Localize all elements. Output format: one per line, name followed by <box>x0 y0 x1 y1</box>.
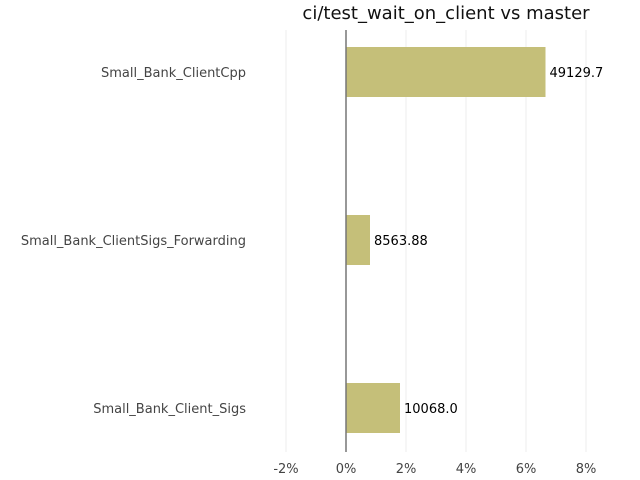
x-tick-label-5: 8% <box>576 462 597 477</box>
x-tick-label-3: 4% <box>456 462 477 477</box>
x-tick-labels: -2% 0% 2% 4% 6% 8% <box>273 462 596 477</box>
category-label-0: Small_Bank_ClientCpp <box>101 66 246 81</box>
bars <box>346 47 546 433</box>
data-label-2: 10068.0 <box>404 402 458 417</box>
x-tick-label-1: 0% <box>336 462 357 477</box>
data-labels: 49129.7 8563.88 10068.0 <box>374 66 603 417</box>
bar-2 <box>346 383 400 433</box>
x-tick-label-4: 6% <box>516 462 537 477</box>
chart-title: ci/test_wait_on_client vs master <box>302 3 590 24</box>
data-label-0: 49129.7 <box>550 66 604 81</box>
x-tick-label-2: 2% <box>396 462 417 477</box>
x-tick-label-0: -2% <box>273 462 298 477</box>
category-label-1: Small_Bank_ClientSigs_Forwarding <box>21 234 246 249</box>
data-label-1: 8563.88 <box>374 234 428 249</box>
bar-1 <box>346 215 370 265</box>
category-label-2: Small_Bank_Client_Sigs <box>93 402 246 417</box>
category-labels: Small_Bank_ClientCpp Small_Bank_ClientSig… <box>21 66 246 417</box>
bar-0 <box>346 47 546 97</box>
